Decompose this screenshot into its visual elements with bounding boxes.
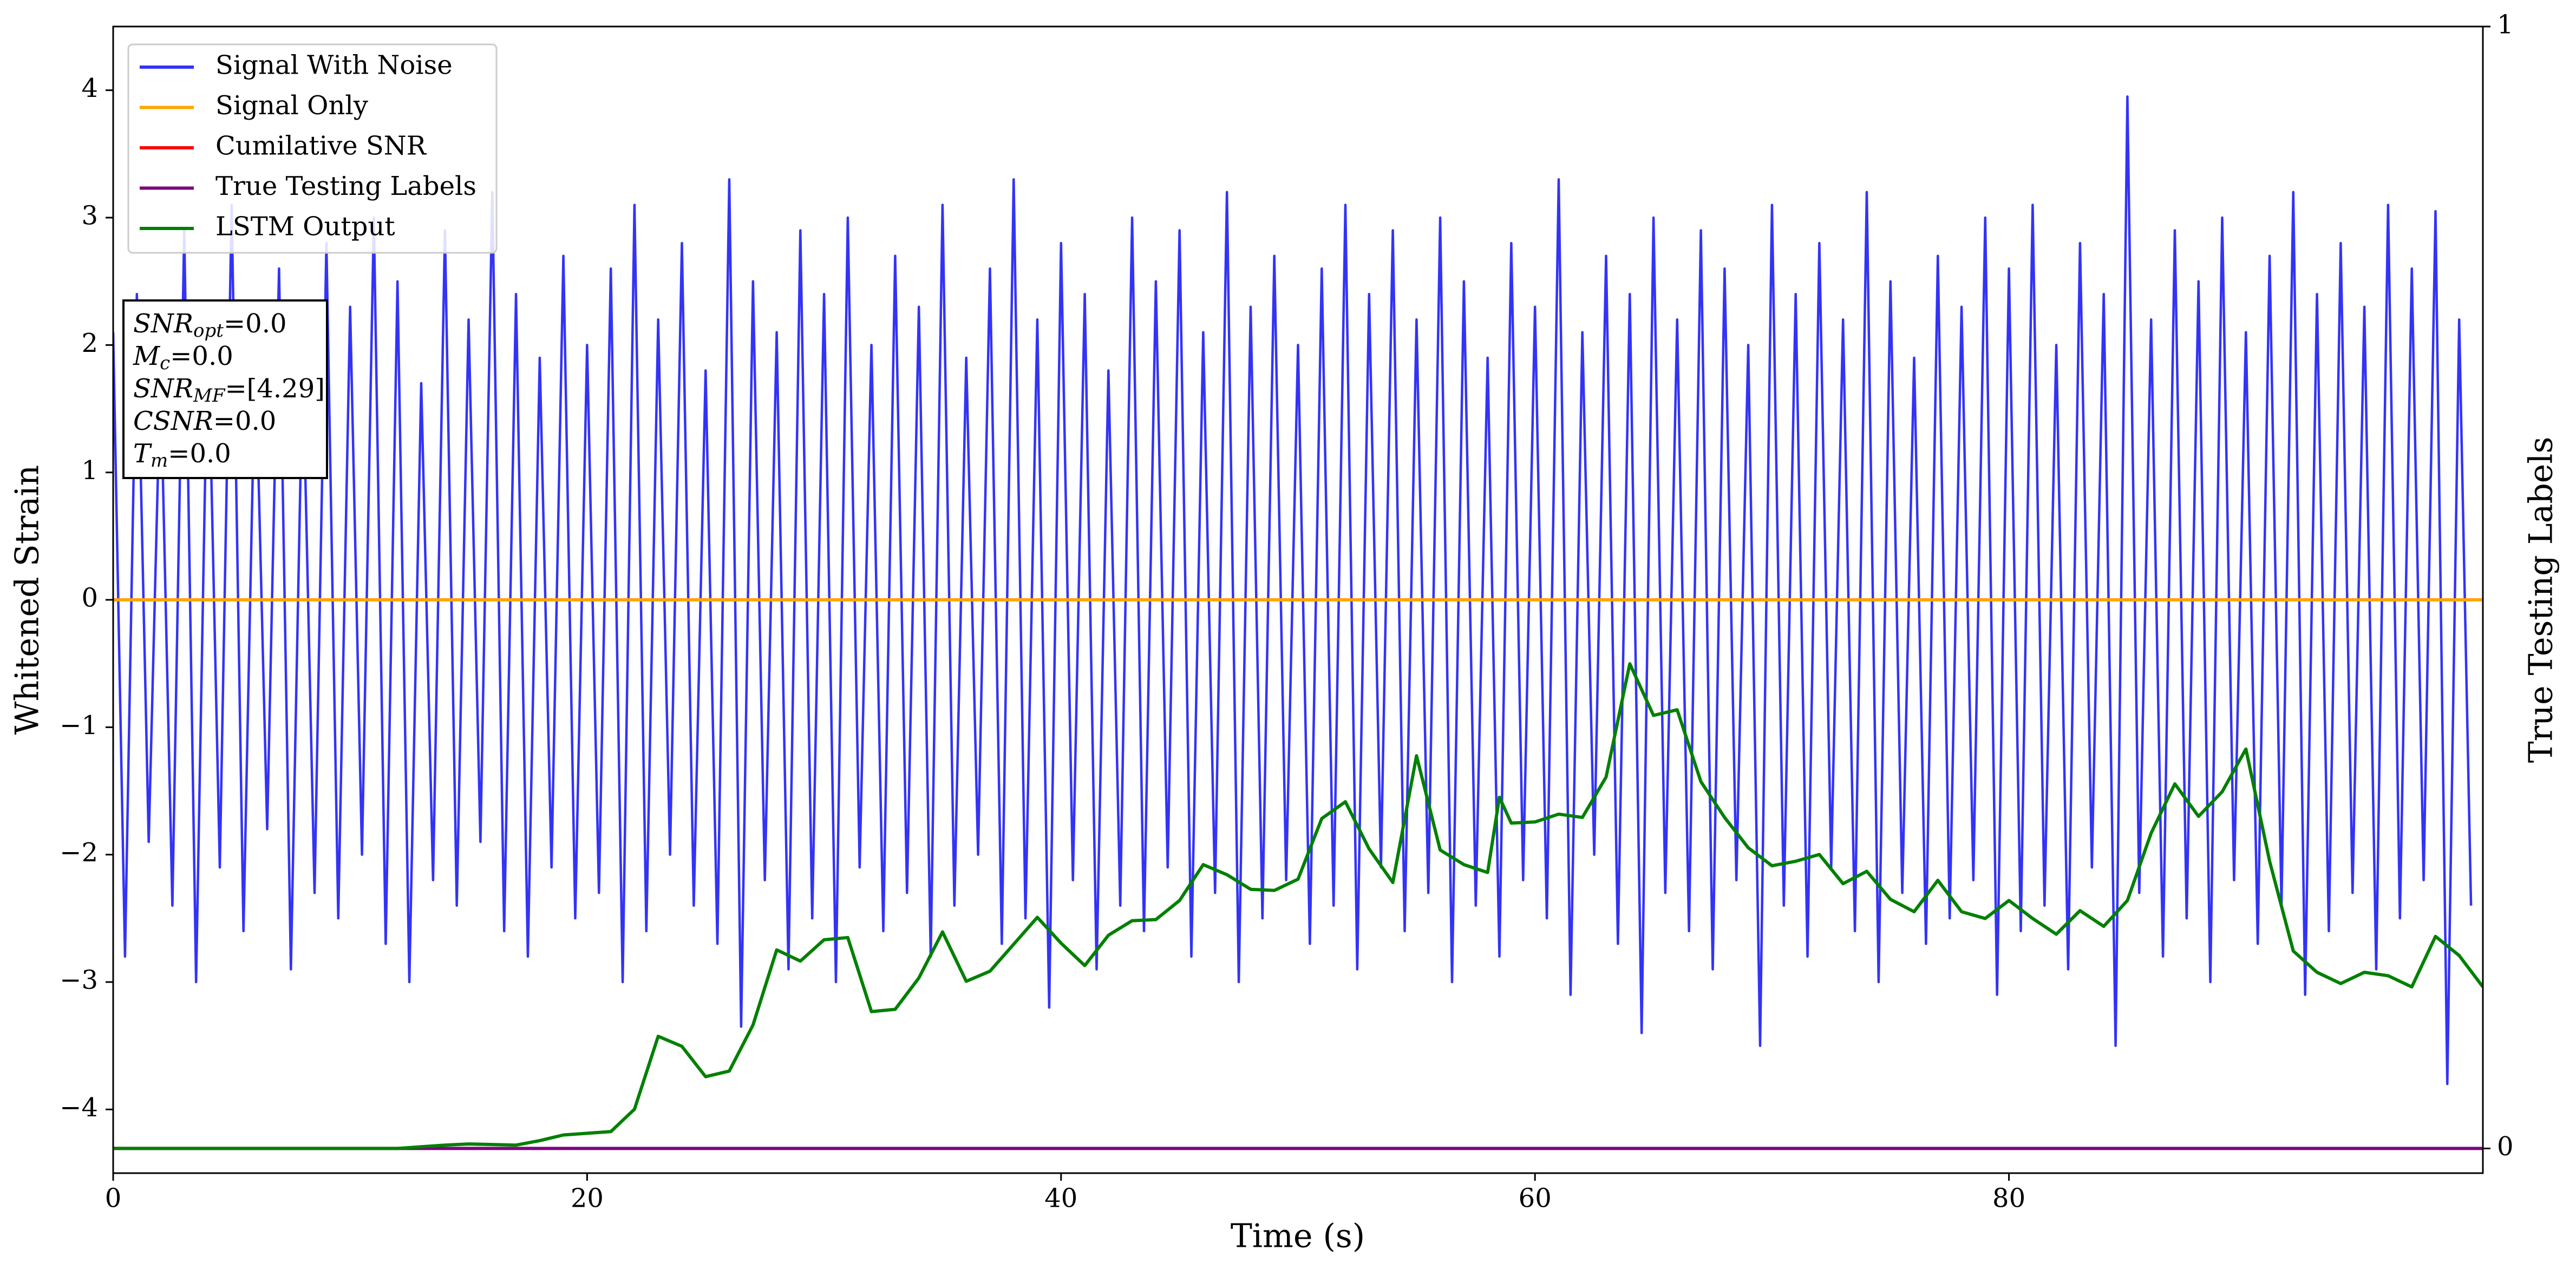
annotation-rest: =0.0 [213, 406, 277, 436]
annotation-base: SNR [133, 309, 193, 339]
annotation-base: T [133, 439, 152, 469]
annotation: SNRopt=0.0Mc=0.0SNRMF=[4.29]CSNR=0.0Tm=0… [133, 309, 325, 472]
x-tick-label: 20 [571, 1183, 604, 1214]
legend-label: LSTM Output [215, 212, 395, 242]
annotation-line: Tm=0.0 [133, 439, 231, 472]
annotation-line: Mc=0.0 [133, 341, 233, 375]
annotation-base: CSNR [133, 406, 213, 436]
annotation-sub: m [151, 450, 168, 472]
legend-box [127, 43, 498, 254]
legend-label: Signal With Noise [215, 50, 453, 81]
annotation-line: SNRMF=[4.29] [133, 374, 325, 407]
y2-tick-label: 0 [2497, 1131, 2514, 1162]
plot-area [113, 95, 2483, 1150]
annotation-rest: =0.0 [224, 309, 287, 339]
x-tick-label: 60 [1519, 1183, 1552, 1214]
y-axis-label: Whitened Strain [9, 465, 47, 735]
legend-label: True Testing Labels [215, 171, 476, 201]
y2-axis-label: True Testing Labels [2522, 437, 2560, 763]
y-tick-label: 2 [81, 328, 98, 358]
y-tick-label: 1 [81, 455, 98, 486]
y-tick-label: −4 [60, 1092, 98, 1123]
y-tick-label: −2 [60, 837, 98, 868]
legend-label: Signal Only [215, 90, 368, 121]
annotation-box [122, 299, 328, 479]
y-tick-label: 3 [81, 201, 98, 231]
y-tick-label: −3 [60, 965, 98, 996]
annotation-sub: MF [193, 385, 226, 407]
legend-label: Cumilative SNR [215, 131, 427, 161]
series-line [113, 662, 2483, 1150]
x-axis-label: Time (s) [1231, 1218, 1365, 1255]
y-tick-label: 4 [81, 73, 98, 103]
annotation-base: M [133, 341, 161, 371]
annotation-sub: c [160, 352, 170, 374]
annotation-rest: =0.0 [168, 439, 231, 469]
annotation-line: SNRopt=0.0 [133, 309, 287, 342]
y2-tick-label: 1 [2497, 10, 2514, 40]
x-tick-label: 80 [1992, 1183, 2025, 1214]
x-tick-label: 0 [105, 1183, 122, 1214]
y-tick-label: 0 [81, 583, 98, 613]
annotation-base: SNR [133, 374, 193, 404]
annotation-rest: =[4.29] [225, 374, 325, 404]
x-tick-label: 40 [1044, 1183, 1077, 1214]
annotation-rest: =0.0 [170, 341, 233, 371]
y-tick-label: −1 [60, 710, 98, 741]
annotation-line: CSNR=0.0 [133, 406, 276, 436]
annotation-sub: opt [193, 320, 224, 342]
legend: Signal With Noise Signal Only Cumilative S… [140, 50, 476, 242]
series-line [113, 95, 2473, 1085]
